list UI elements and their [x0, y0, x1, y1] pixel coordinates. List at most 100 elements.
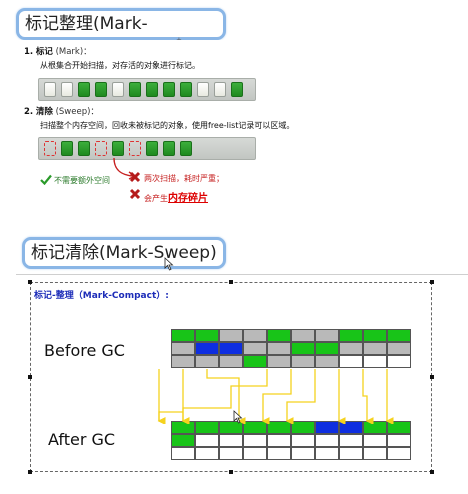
- before-cell: [363, 342, 387, 355]
- relocation-arrows: [157, 369, 394, 424]
- mark-block-8: [163, 82, 175, 97]
- after-gc-grid: [171, 421, 411, 460]
- after-cell: [339, 447, 363, 460]
- after-cell: [195, 447, 219, 460]
- sweep-block-7: [146, 141, 158, 156]
- after-cell: [315, 434, 339, 447]
- mark-block-9: [180, 82, 192, 97]
- mark-memory-bar: [38, 78, 256, 101]
- after-cell: [267, 421, 291, 434]
- after-cell: [267, 447, 291, 460]
- before-cell: [243, 329, 267, 342]
- sweep-block-6: [129, 141, 141, 156]
- mark-block-11: [214, 82, 226, 97]
- sweep-block-9: [180, 141, 192, 156]
- after-cell: [219, 421, 243, 434]
- frame-handle-mr: [430, 375, 434, 379]
- mark-block-7: [146, 82, 158, 97]
- before-cell: [171, 355, 195, 368]
- after-cell: [243, 421, 267, 434]
- frame-handle-tr: [430, 280, 434, 284]
- arrow-4: [181, 369, 268, 424]
- after-cell: [339, 434, 363, 447]
- before-cell: [171, 329, 195, 342]
- before-cell: [339, 355, 363, 368]
- sweep-heading: 2. 清除 (Sweep)：: [24, 107, 99, 117]
- mark-block-6: [129, 82, 141, 97]
- con-note-2: 会产生内存碎片: [144, 193, 208, 204]
- cross-icon-2: [129, 188, 141, 200]
- top-title-box: 标记整理(Mark-Compact): [16, 8, 226, 60]
- diagram-heading: 标记-整理（Mark-Compact）:: [34, 291, 169, 301]
- cursor-icon-top: [164, 257, 174, 271]
- arrow-8: [362, 369, 374, 424]
- after-cell: [195, 421, 219, 434]
- before-cell: [291, 355, 315, 368]
- frame-handle-ml: [28, 375, 32, 379]
- before-cell: [219, 342, 243, 355]
- after-cell: [315, 421, 339, 434]
- before-cell: [339, 342, 363, 355]
- mark-block-3: [78, 82, 90, 97]
- after-cell: [243, 434, 267, 447]
- after-cell: [219, 434, 243, 447]
- before-cell: [195, 355, 219, 368]
- before-cell: [339, 329, 363, 342]
- arrow-5: [261, 369, 292, 424]
- before-cell: [363, 355, 387, 368]
- after-cell: [171, 447, 195, 460]
- after-cell: [243, 447, 267, 460]
- before-gc-label: Before GC: [44, 341, 125, 360]
- before-cell: [219, 355, 243, 368]
- before-cell: [291, 342, 315, 355]
- pro-note: 不需要额外空间: [54, 176, 110, 185]
- con-note-1: 两次扫描，耗时严重；: [144, 174, 224, 183]
- before-cell: [387, 342, 411, 355]
- after-cell: [363, 447, 387, 460]
- before-cell: [267, 355, 291, 368]
- after-cell: [291, 434, 315, 447]
- separator-line: [16, 274, 468, 275]
- sweep-memory-bar: [38, 137, 256, 160]
- before-cell: [315, 355, 339, 368]
- before-cell: [243, 342, 267, 355]
- after-cell: [387, 434, 411, 447]
- frame-handle-br: [430, 470, 434, 474]
- check-icon: [40, 174, 52, 185]
- before-cell: [315, 329, 339, 342]
- sweep-description: 扫描整个内存空间，回收未被标记的对象，使用free-list记录可以区域。: [40, 121, 295, 130]
- mark-block-4: [95, 82, 107, 97]
- after-cell: [291, 447, 315, 460]
- after-cell: [291, 421, 315, 434]
- after-cell: [339, 421, 363, 434]
- after-cell: [387, 421, 411, 434]
- frame-handle-bm: [229, 470, 233, 474]
- frame-handle-bl: [28, 470, 32, 474]
- before-cell: [315, 342, 339, 355]
- cross-icon-1: [129, 171, 141, 183]
- after-gc-label: After GC: [48, 430, 116, 449]
- before-cell: [387, 355, 411, 368]
- bottom-title: 标记清除(Mark-Sweep): [31, 243, 217, 263]
- arrow-3: [206, 369, 246, 424]
- before-cell: [267, 329, 291, 342]
- sweep-block-1: [44, 141, 56, 156]
- mark-block-1: [44, 82, 56, 97]
- after-cell: [219, 447, 243, 460]
- arrow-6: [285, 369, 316, 424]
- mark-block-12: [231, 82, 243, 97]
- sweep-block-3: [78, 141, 90, 156]
- before-gc-grid: [171, 329, 411, 368]
- frame-handle-tl: [28, 280, 32, 284]
- after-cell: [267, 434, 291, 447]
- before-cell: [195, 342, 219, 355]
- after-cell: [195, 434, 219, 447]
- after-cell: [171, 434, 195, 447]
- arrow-10: [157, 411, 183, 424]
- before-cell: [267, 342, 291, 355]
- before-cell: [243, 355, 267, 368]
- mark-sweep-panel: 1. 标记 (Mark)： 从根集合开始扫描，对存活的对象进行标记。 2. 清除…: [16, 40, 294, 218]
- before-cell: [195, 329, 219, 342]
- frame-handle-tm: [229, 280, 233, 284]
- after-cell: [315, 447, 339, 460]
